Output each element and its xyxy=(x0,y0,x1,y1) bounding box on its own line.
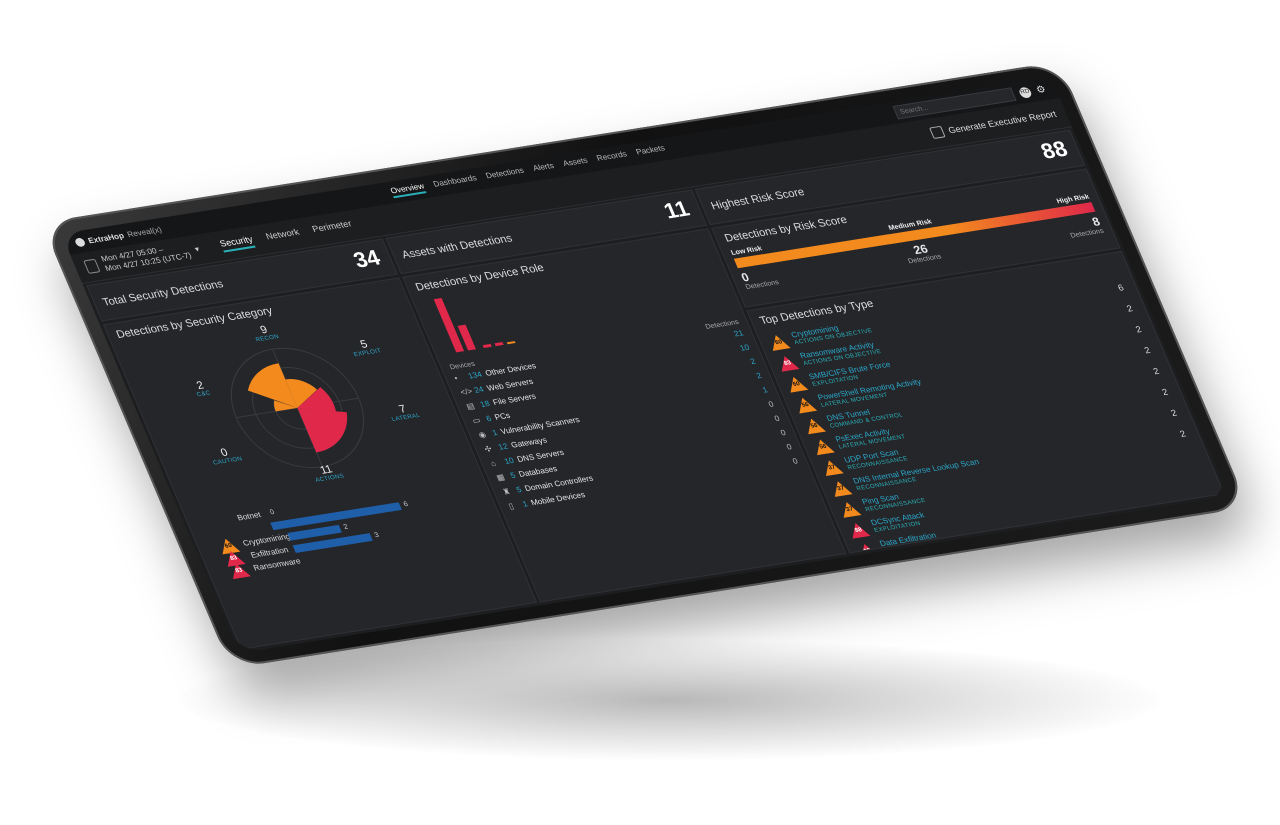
device-shadow xyxy=(180,640,1160,760)
device-role-bar-other[interactable] xyxy=(433,297,465,353)
detection-count xyxy=(1203,474,1207,475)
risk-badge-score: 37 xyxy=(827,464,837,471)
nav-alerts[interactable]: Alerts xyxy=(531,161,556,173)
risk-badge-icon: 56 xyxy=(802,416,826,434)
device-role-detections: 2 xyxy=(748,356,757,367)
risk-badge-score: 83 xyxy=(862,547,872,554)
device-role-bar-pcs[interactable] xyxy=(494,342,504,347)
recon-value: 9 xyxy=(258,324,270,337)
risk-badge-score: 88 xyxy=(853,526,863,534)
risk-badge-score: 56 xyxy=(800,401,810,409)
nav-assets[interactable]: Assets xyxy=(561,155,589,169)
device-role-bar-scanners[interactable] xyxy=(506,341,516,345)
detection-count: 2 xyxy=(1178,428,1188,439)
dashboard-grid: Total Security Detections 34 Detections … xyxy=(82,126,1229,653)
risk-badge-icon: 60 xyxy=(766,333,791,351)
detection-count xyxy=(1194,454,1198,455)
radial-chart: 9 RECON 5 EXPLOIT 7 LATERAL 11 ACTIONS 0 CAUT… xyxy=(114,301,479,514)
risk-badge-icon: 88 xyxy=(846,521,871,539)
detection-count xyxy=(1212,495,1216,496)
tab-perimeter[interactable]: Perimeter xyxy=(310,218,354,235)
category-bar-value: 0 xyxy=(268,508,276,517)
risk-badge-score: 37 xyxy=(845,505,855,513)
risk-badge-score: 83 xyxy=(229,555,239,563)
device-role-detections: 0 xyxy=(785,442,794,452)
radial-chart-svg xyxy=(230,347,365,468)
category-bar-value: 3 xyxy=(373,531,381,540)
device-role-detections: 10 xyxy=(738,342,751,353)
brand-name: ExtraHop xyxy=(86,230,126,245)
category-bar-name: Ransomware xyxy=(251,556,303,573)
device-role-detections: 0 xyxy=(779,428,788,438)
tab-network[interactable]: Network xyxy=(264,226,301,242)
risk-badge-icon: 83 xyxy=(855,542,880,554)
risk-badge-icon: 56 xyxy=(793,395,818,413)
report-icon xyxy=(929,125,947,139)
risk-badge-score: 56 xyxy=(809,422,819,430)
device-role-panel: Detections by Device Role Devices Detect… xyxy=(402,228,847,603)
device-role-bar-file[interactable] xyxy=(482,343,492,348)
risk-badge-score: 60 xyxy=(791,380,801,388)
nav-packets[interactable]: Packets xyxy=(634,143,667,157)
radial-slice-cc[interactable] xyxy=(271,397,298,412)
risk-badge-icon: 83 xyxy=(227,562,251,580)
gear-icon[interactable]: ⚙ xyxy=(1034,83,1048,96)
device-role-list: • 134 Other Devices 21 </> 24 Web Servers 10 ▤… xyxy=(452,326,801,514)
device-role-detections: 0 xyxy=(773,413,782,424)
risk-badge-icon: 37 xyxy=(828,479,853,497)
tab-security[interactable]: Security xyxy=(218,234,256,253)
nav-overview[interactable]: Overview xyxy=(389,181,427,199)
risk-badge-icon: 37 xyxy=(819,458,844,476)
nav-dashboards[interactable]: Dashboards xyxy=(431,173,479,189)
product-name: Reveal(x) xyxy=(125,224,164,239)
device-role-name: PCs xyxy=(493,410,512,422)
calendar-icon xyxy=(83,258,101,274)
detection-count: 2 xyxy=(1125,303,1135,314)
avatar[interactable]: RD xyxy=(1017,86,1033,99)
security-category-panel: Detections by Security Category xyxy=(102,277,538,650)
radial-slice-lateral[interactable] xyxy=(291,386,337,417)
detection-count: 2 xyxy=(1160,386,1170,398)
risk-badge-score: 60 xyxy=(224,542,234,550)
risk-badge-icon: 56 xyxy=(810,437,835,455)
device-role-detections: 0 xyxy=(767,399,776,409)
device-role-bar-web[interactable] xyxy=(457,324,476,351)
category-bar-value: 2 xyxy=(342,523,350,531)
nav-detections[interactable]: Detections xyxy=(484,165,526,181)
device-role-bars xyxy=(433,297,516,353)
category-bar-value: 6 xyxy=(402,500,410,509)
detection-count: 2 xyxy=(1151,365,1161,377)
risk-badge-score: 83 xyxy=(783,359,793,367)
cc-value: 2 xyxy=(194,379,206,392)
detection-count: 2 xyxy=(1169,407,1179,418)
device-role-detections: 21 xyxy=(732,328,745,339)
device-role-detections: 2 xyxy=(754,371,763,381)
extrahop-logo-icon xyxy=(73,236,87,247)
dashboard-screen: ExtraHop Reveal(x) Overview Dashboards D… xyxy=(61,76,1229,654)
device-count: 134 xyxy=(466,369,484,381)
detection-count: 2 xyxy=(1133,324,1143,335)
radial-slice-actions[interactable] xyxy=(297,401,360,453)
risk-badge-score: 60 xyxy=(774,338,784,346)
risk-badge-score: 56 xyxy=(818,443,828,451)
device-role-detections: 1 xyxy=(761,385,770,395)
tablet-device: ExtraHop Reveal(x) Overview Dashboards D… xyxy=(41,61,1249,669)
risk-badge-icon: 60 xyxy=(784,375,809,393)
exploit-value: 5 xyxy=(358,338,370,351)
risk-badge-score: 37 xyxy=(836,485,846,492)
risk-badge-score: 83 xyxy=(234,567,244,575)
risk-badge-icon: 37 xyxy=(837,500,862,518)
detection-count: 6 xyxy=(1116,282,1126,293)
device-role-detections: 0 xyxy=(791,456,800,466)
chevron-down-icon: ▾ xyxy=(193,244,201,254)
nav-records[interactable]: Records xyxy=(595,149,629,163)
detection-count: 2 xyxy=(1142,345,1152,356)
lateral-value: 7 xyxy=(397,403,409,416)
risk-badge-icon: 83 xyxy=(775,354,800,372)
security-column: Total Security Detections 34 Detections … xyxy=(86,238,538,650)
radial-slice-recon[interactable] xyxy=(239,363,298,414)
radial-slice-exploit[interactable] xyxy=(285,375,323,408)
assets-column: Assets with Detections 11 Detections by … xyxy=(385,189,847,603)
